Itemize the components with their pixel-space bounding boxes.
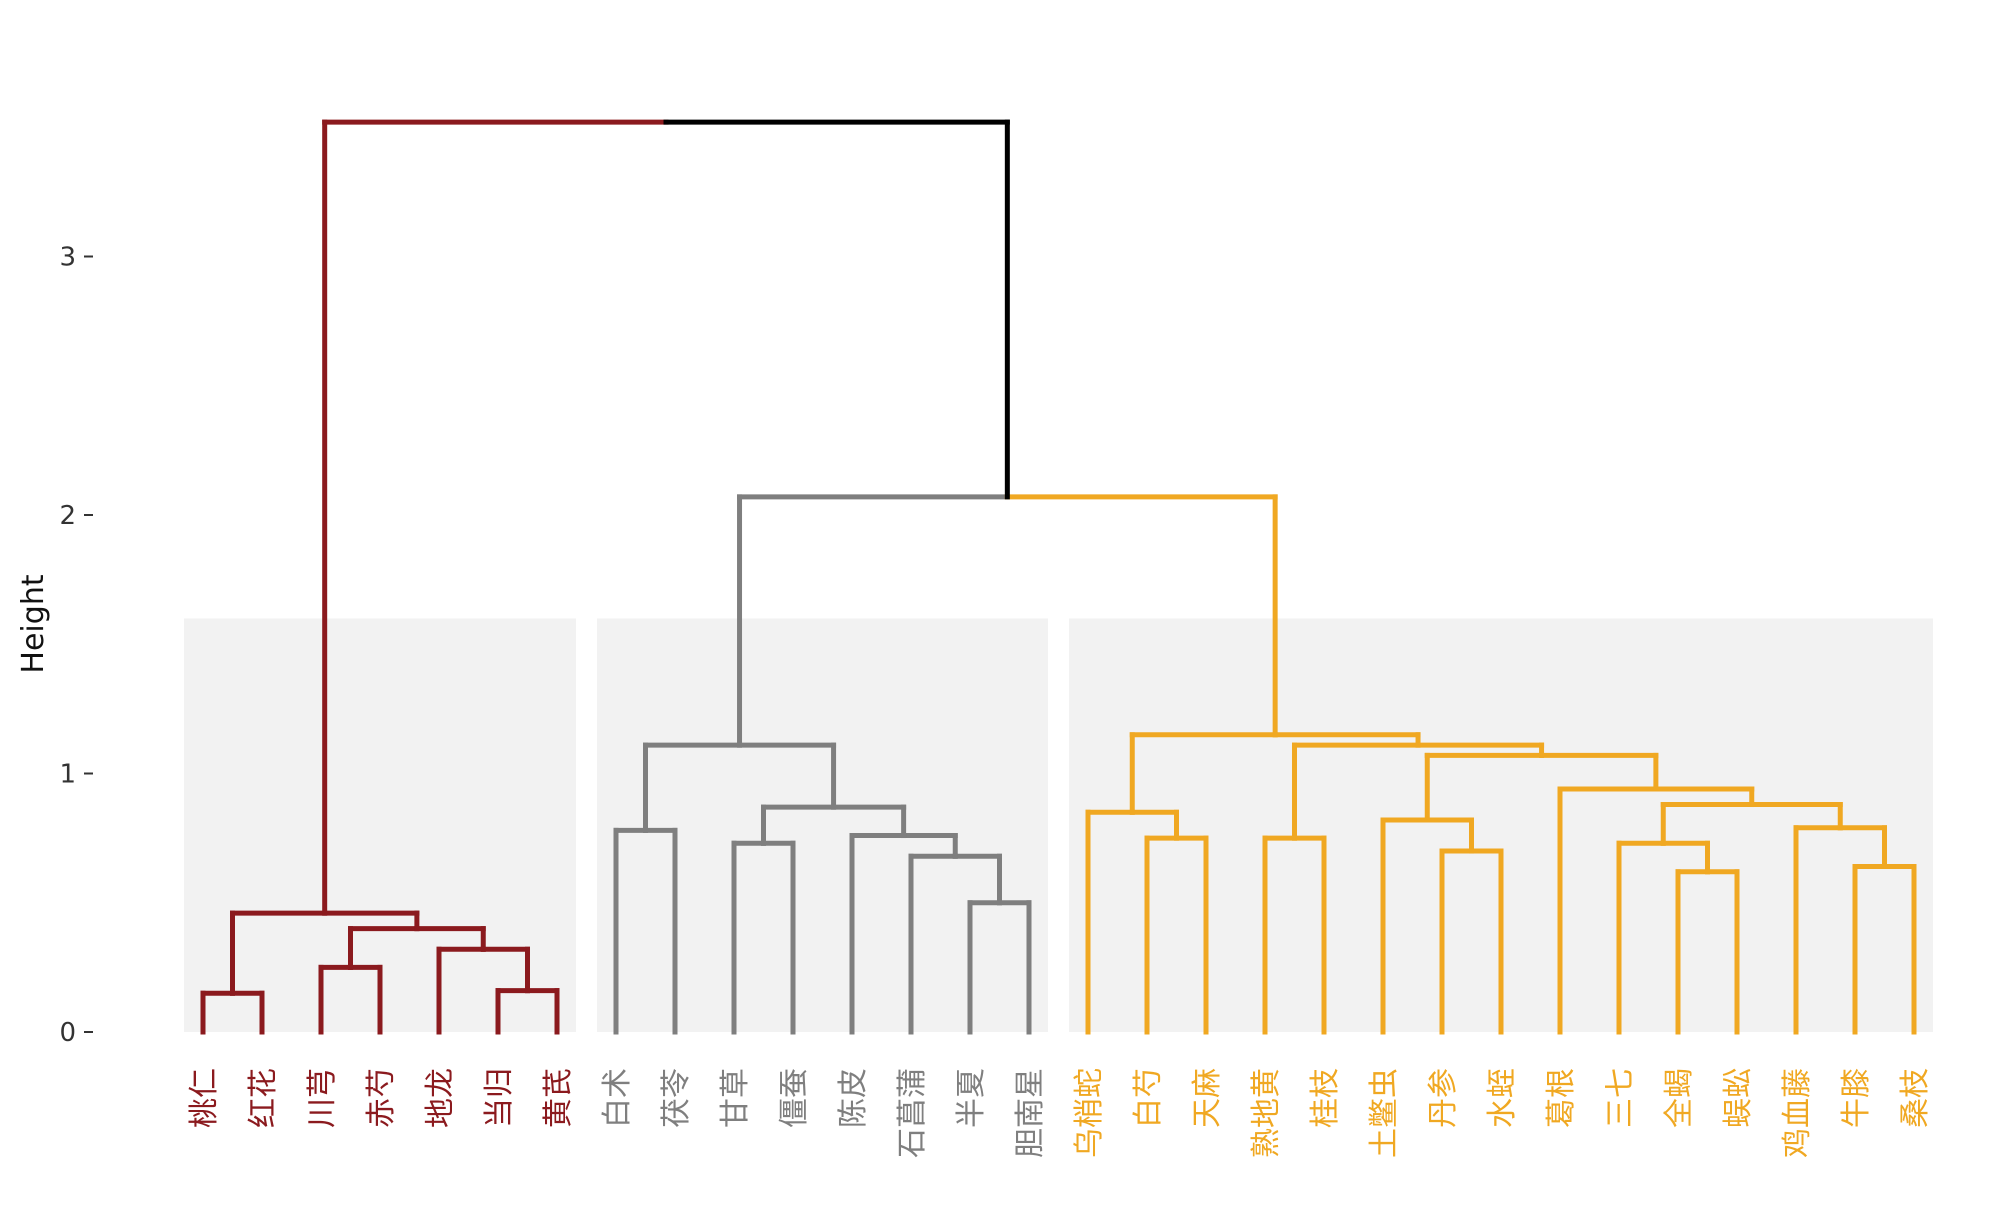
leaf-label: 茯苓 xyxy=(659,1068,694,1128)
y-tick-label: 0 xyxy=(59,1018,76,1048)
leaf-label: 当归 xyxy=(482,1068,517,1128)
leaf-label: 全蝎 xyxy=(1662,1068,1697,1128)
leaf-label: 蜈蚣 xyxy=(1721,1068,1756,1128)
leaf-label: 陈皮 xyxy=(836,1068,871,1128)
y-tick-label: 3 xyxy=(59,243,76,273)
leaf-label: 僵蚕 xyxy=(777,1068,812,1128)
y-axis-label: Height xyxy=(16,574,51,673)
y-axis: 0 1 2 3 xyxy=(59,243,93,1048)
leaf-label: 熟地黄 xyxy=(1249,1068,1284,1158)
cluster-panels xyxy=(184,618,1933,1032)
leaf-label: 水蛭 xyxy=(1485,1068,1520,1128)
leaf-label: 川芎 xyxy=(305,1068,340,1128)
leaf-label: 石菖蒲 xyxy=(895,1068,930,1158)
leaf-label: 丹参 xyxy=(1426,1068,1461,1128)
leaf-label: 葛根 xyxy=(1544,1068,1579,1128)
cluster-panel-red xyxy=(184,618,576,1032)
leaf-label: 土鳖虫 xyxy=(1367,1068,1402,1158)
leaf-label: 地龙 xyxy=(423,1068,458,1128)
dendrogram-tree xyxy=(200,119,1917,1035)
leaf-label: 胆南星 xyxy=(1013,1068,1048,1158)
leaf-label: 甘草 xyxy=(718,1068,753,1128)
y-tick-label: 2 xyxy=(59,501,76,531)
leaf-labels: 桃仁 红花 川芎 赤芍 地龙 当归 黄芪 白术 茯苓 甘草 僵蚕 陈皮 石菖蒲 半夏 胆南星 乌梢蛇 白芍 天麻熟… xyxy=(187,1068,1933,1158)
leaf-label: 黄芪 xyxy=(541,1068,576,1128)
leaf-label: 桃仁 xyxy=(187,1068,222,1128)
leaf-label: 半夏 xyxy=(954,1068,989,1128)
leaf-label: 牛膝 xyxy=(1839,1068,1874,1128)
leaf-label: 赤芍 xyxy=(364,1068,399,1128)
cluster-panel-gray xyxy=(597,618,1048,1032)
leaf-label: 桂枝 xyxy=(1308,1068,1343,1128)
leaf-label: 乌梢蛇 xyxy=(1072,1068,1107,1158)
leaf-label: 白芍 xyxy=(1131,1068,1166,1128)
leaf-label: 红花 xyxy=(246,1068,281,1128)
y-tick-label: 1 xyxy=(59,760,76,790)
leaf-label: 鸡血藤 xyxy=(1780,1068,1815,1158)
leaf-label: 三七 xyxy=(1603,1068,1638,1128)
leaf-label: 白术 xyxy=(600,1068,635,1128)
leaf-label: 天麻 xyxy=(1190,1068,1225,1128)
leaf-label: 桑枝 xyxy=(1898,1068,1933,1128)
